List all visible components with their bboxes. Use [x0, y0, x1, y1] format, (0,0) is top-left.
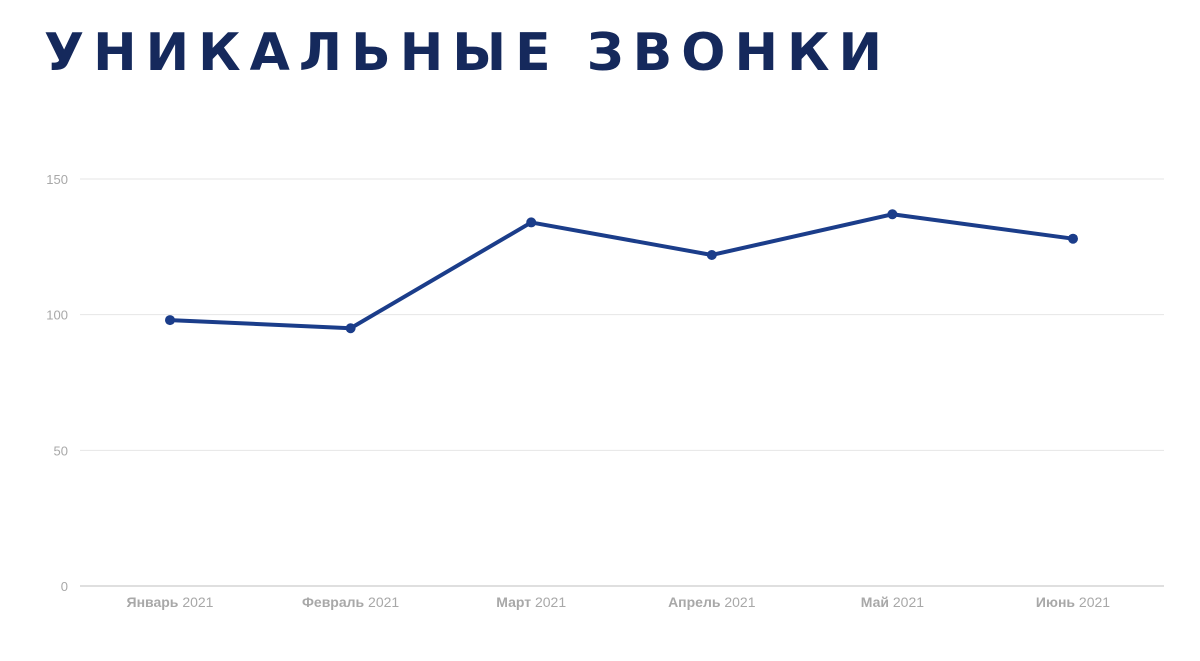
- data-series: [165, 209, 1078, 334]
- chart-grid: [80, 178, 1164, 587]
- x-tick-label: Январь 2021: [127, 594, 214, 610]
- page-title: УНИКАЛЬНЫЕ ЗВОНКИ: [44, 23, 892, 83]
- data-point: [1068, 233, 1078, 244]
- y-tick-label: 100: [46, 308, 68, 323]
- x-tick-label: Февраль 2021: [302, 594, 399, 610]
- data-point: [526, 217, 537, 228]
- series-line: [168, 212, 1075, 331]
- data-point: [345, 323, 356, 334]
- x-axis: Январь 2021 Февраль 2021 Март 2021 Апрель 2…: [127, 594, 1111, 610]
- data-point: [706, 249, 717, 260]
- x-tick-label: Апрель 2021: [668, 594, 756, 610]
- x-tick-label: Июнь 2021: [1036, 594, 1110, 610]
- x-tick-label: Март 2021: [496, 594, 566, 610]
- y-tick-label: 0: [61, 579, 68, 594]
- y-tick-label: 150: [46, 172, 68, 187]
- y-tick-label: 50: [54, 443, 68, 458]
- y-axis: 0 50 100 150: [46, 172, 68, 594]
- data-point: [887, 209, 898, 220]
- data-point: [165, 315, 175, 326]
- x-tick-label: Май 2021: [861, 594, 924, 610]
